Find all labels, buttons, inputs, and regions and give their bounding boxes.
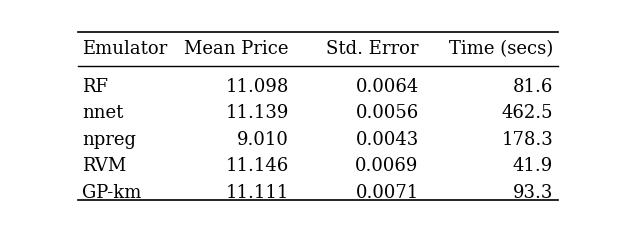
Text: 0.0043: 0.0043: [355, 130, 419, 148]
Text: 11.139: 11.139: [226, 104, 289, 122]
Text: npreg: npreg: [82, 130, 136, 148]
Text: Emulator: Emulator: [82, 40, 167, 58]
Text: 9.010: 9.010: [237, 130, 289, 148]
Text: 11.146: 11.146: [226, 157, 289, 175]
Text: Mean Price: Mean Price: [184, 40, 289, 58]
Text: Std. Error: Std. Error: [326, 40, 418, 58]
Text: 93.3: 93.3: [513, 183, 553, 201]
Text: 11.098: 11.098: [226, 77, 289, 95]
Text: RVM: RVM: [82, 157, 126, 175]
Text: Time (secs): Time (secs): [449, 40, 553, 58]
Text: 0.0071: 0.0071: [355, 183, 419, 201]
Text: 178.3: 178.3: [502, 130, 553, 148]
Text: nnet: nnet: [82, 104, 123, 122]
Text: 462.5: 462.5: [502, 104, 553, 122]
Text: 0.0069: 0.0069: [355, 157, 419, 175]
Text: RF: RF: [82, 77, 108, 95]
Text: 0.0056: 0.0056: [355, 104, 419, 122]
Text: 41.9: 41.9: [513, 157, 553, 175]
Text: 81.6: 81.6: [513, 77, 553, 95]
Text: 0.0064: 0.0064: [355, 77, 419, 95]
Text: 11.111: 11.111: [226, 183, 289, 201]
Text: GP-km: GP-km: [82, 183, 142, 201]
